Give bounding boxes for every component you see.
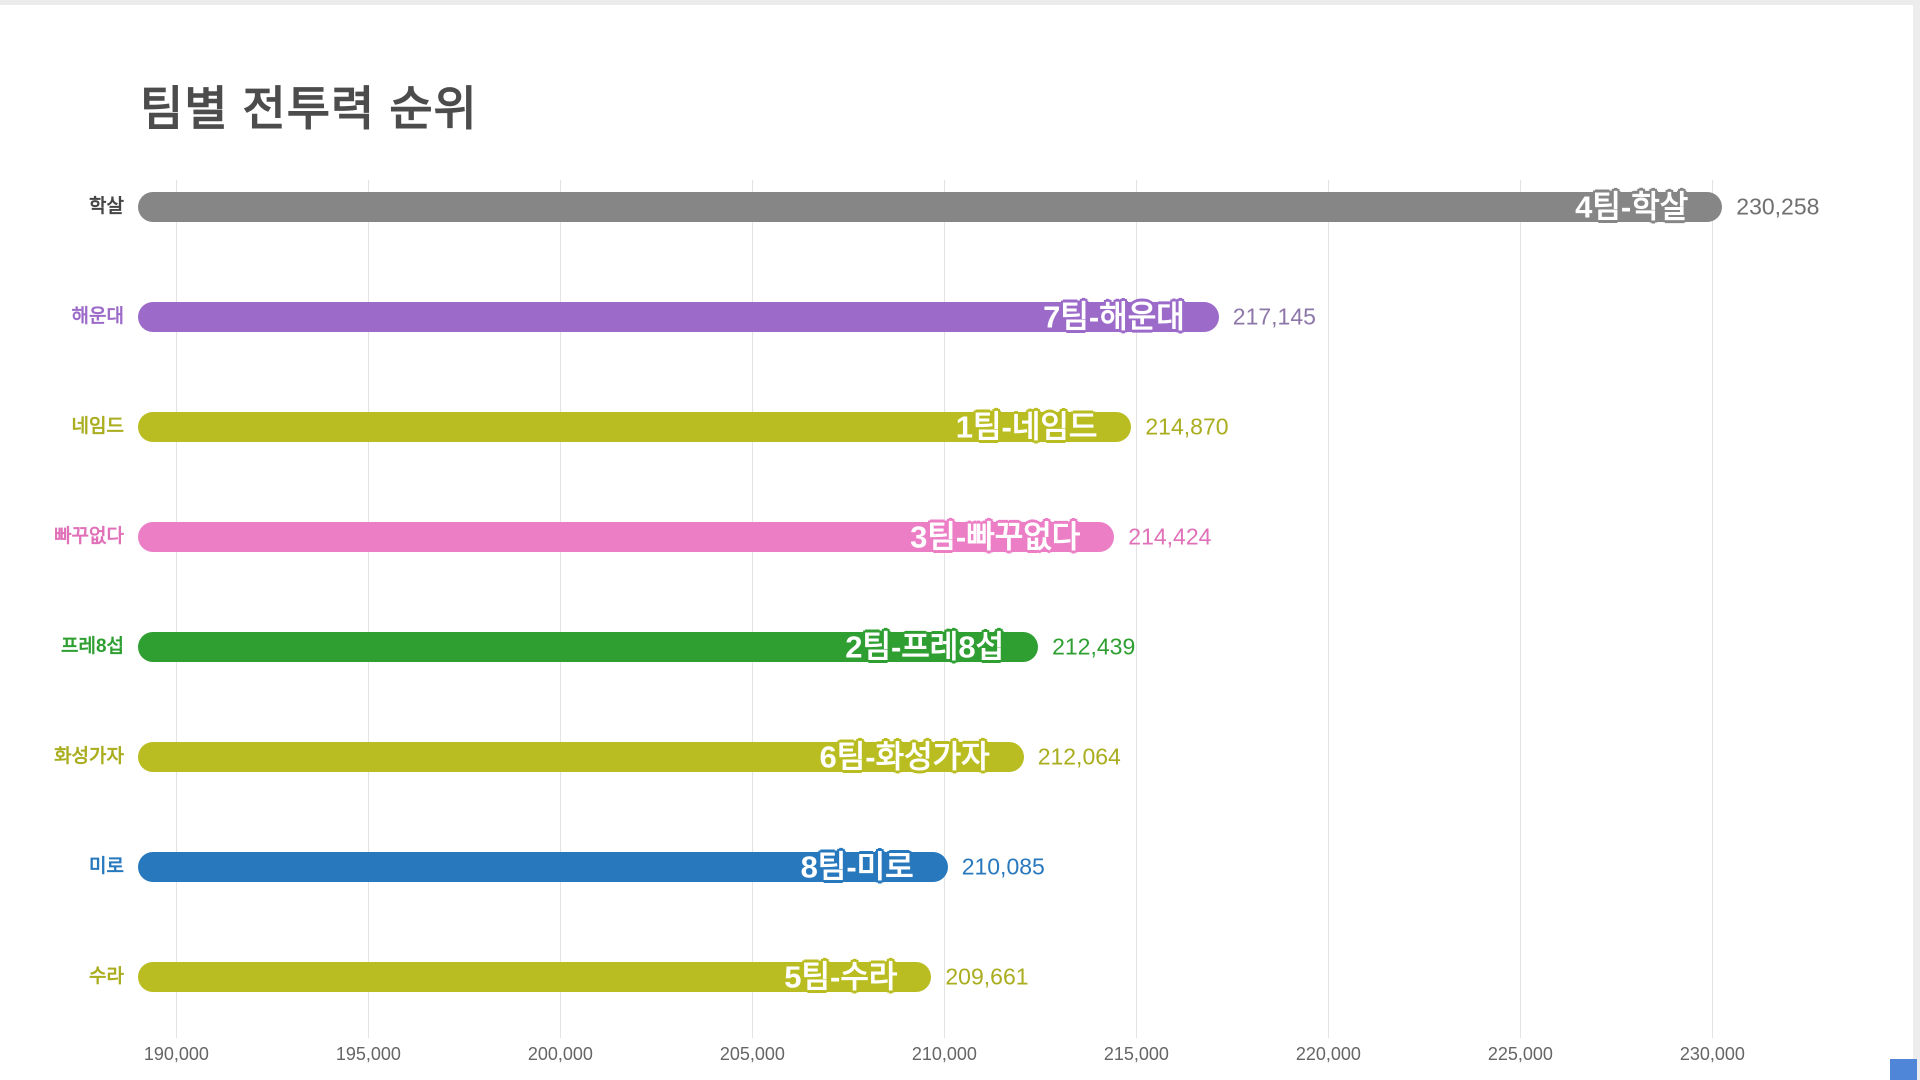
bar: 3팀-빠꾸없다	[138, 519, 1115, 555]
bar-inner-label: 4팀-학살	[1575, 189, 1689, 225]
bar-inner-label: 1팀-네임드	[955, 409, 1098, 445]
bar-row: 학살 4팀-학살 230,258	[0, 189, 1920, 225]
bar-row: 네임드 1팀-네임드 214,870	[0, 409, 1920, 445]
bar: 5팀-수라	[138, 959, 932, 995]
bar-row: 빠꾸없다 3팀-빠꾸없다 214,424	[0, 519, 1920, 555]
bar-inner-label: 8팀-미로	[800, 849, 914, 885]
gridline	[176, 180, 178, 1038]
category-label: 학살	[89, 196, 124, 217]
bar: 2팀-프레8섭	[138, 629, 1039, 665]
corner-widget[interactable]	[1890, 1059, 1917, 1080]
x-tick-label: 215,000	[1103, 1044, 1169, 1064]
bar-row: 수라 5팀-수라 209,661	[0, 959, 1920, 995]
category-label: 화성가자	[54, 746, 124, 767]
scrollbar-track[interactable]	[1913, 0, 1920, 1080]
bar: 1팀-네임드	[138, 409, 1132, 445]
bar-row: 미로 8팀-미로 210,085	[0, 849, 1920, 885]
top-edge-strip	[0, 0, 1920, 5]
value-label: 214,870	[1145, 413, 1229, 440]
x-tick-label: 200,000	[527, 1044, 593, 1064]
value-label: 210,085	[961, 853, 1045, 880]
category-label: 프레8섭	[60, 636, 124, 657]
x-tick-label: 210,000	[911, 1044, 977, 1064]
category-label: 네임드	[71, 416, 124, 437]
x-tick-label: 220,000	[1295, 1044, 1361, 1064]
value-label: 214,424	[1128, 523, 1212, 550]
gridline	[1520, 180, 1522, 1038]
x-tick-label: 205,000	[719, 1044, 785, 1064]
category-label: 해운대	[71, 306, 124, 327]
gridline	[1136, 180, 1138, 1038]
gridline	[944, 180, 946, 1038]
category-label: 수라	[89, 966, 124, 987]
value-label: 230,258	[1736, 193, 1820, 220]
value-label: 209,661	[945, 963, 1029, 990]
x-tick-label: 230,000	[1679, 1044, 1745, 1064]
gridline	[752, 180, 754, 1038]
x-tick-label: 195,000	[335, 1044, 401, 1064]
category-label: 빠꾸없다	[54, 526, 124, 547]
gridline	[560, 180, 562, 1038]
gridline	[1712, 180, 1714, 1038]
bar-inner-label: 2팀-프레8섭	[845, 629, 1005, 665]
x-tick-label: 190,000	[143, 1044, 209, 1064]
x-tick-label: 225,000	[1487, 1044, 1553, 1064]
category-label: 미로	[89, 856, 124, 877]
value-label: 212,439	[1052, 633, 1136, 660]
bar-row: 프레8섭 2팀-프레8섭 212,439	[0, 629, 1920, 665]
bar-row: 해운대 7팀-해운대 217,145	[0, 299, 1920, 335]
value-label: 212,064	[1037, 743, 1121, 770]
bar-inner-label: 6팀-화성가자	[819, 739, 990, 775]
chart-title: 팀별 전투력 순위	[140, 82, 478, 135]
bar-row: 화성가자 6팀-화성가자 212,064	[0, 739, 1920, 775]
bar: 8팀-미로	[138, 849, 948, 885]
gridline	[368, 180, 370, 1038]
gridline	[1328, 180, 1330, 1038]
bar-inner-label: 7팀-해운대	[1043, 299, 1185, 335]
bar: 7팀-해운대	[138, 299, 1219, 335]
bar-inner-label: 3팀-빠꾸없다	[910, 519, 1081, 555]
value-label: 217,145	[1232, 303, 1316, 330]
bar: 4팀-학살	[138, 189, 1723, 225]
bar: 6팀-화성가자	[138, 739, 1024, 775]
bar-inner-label: 5팀-수라	[784, 959, 898, 995]
